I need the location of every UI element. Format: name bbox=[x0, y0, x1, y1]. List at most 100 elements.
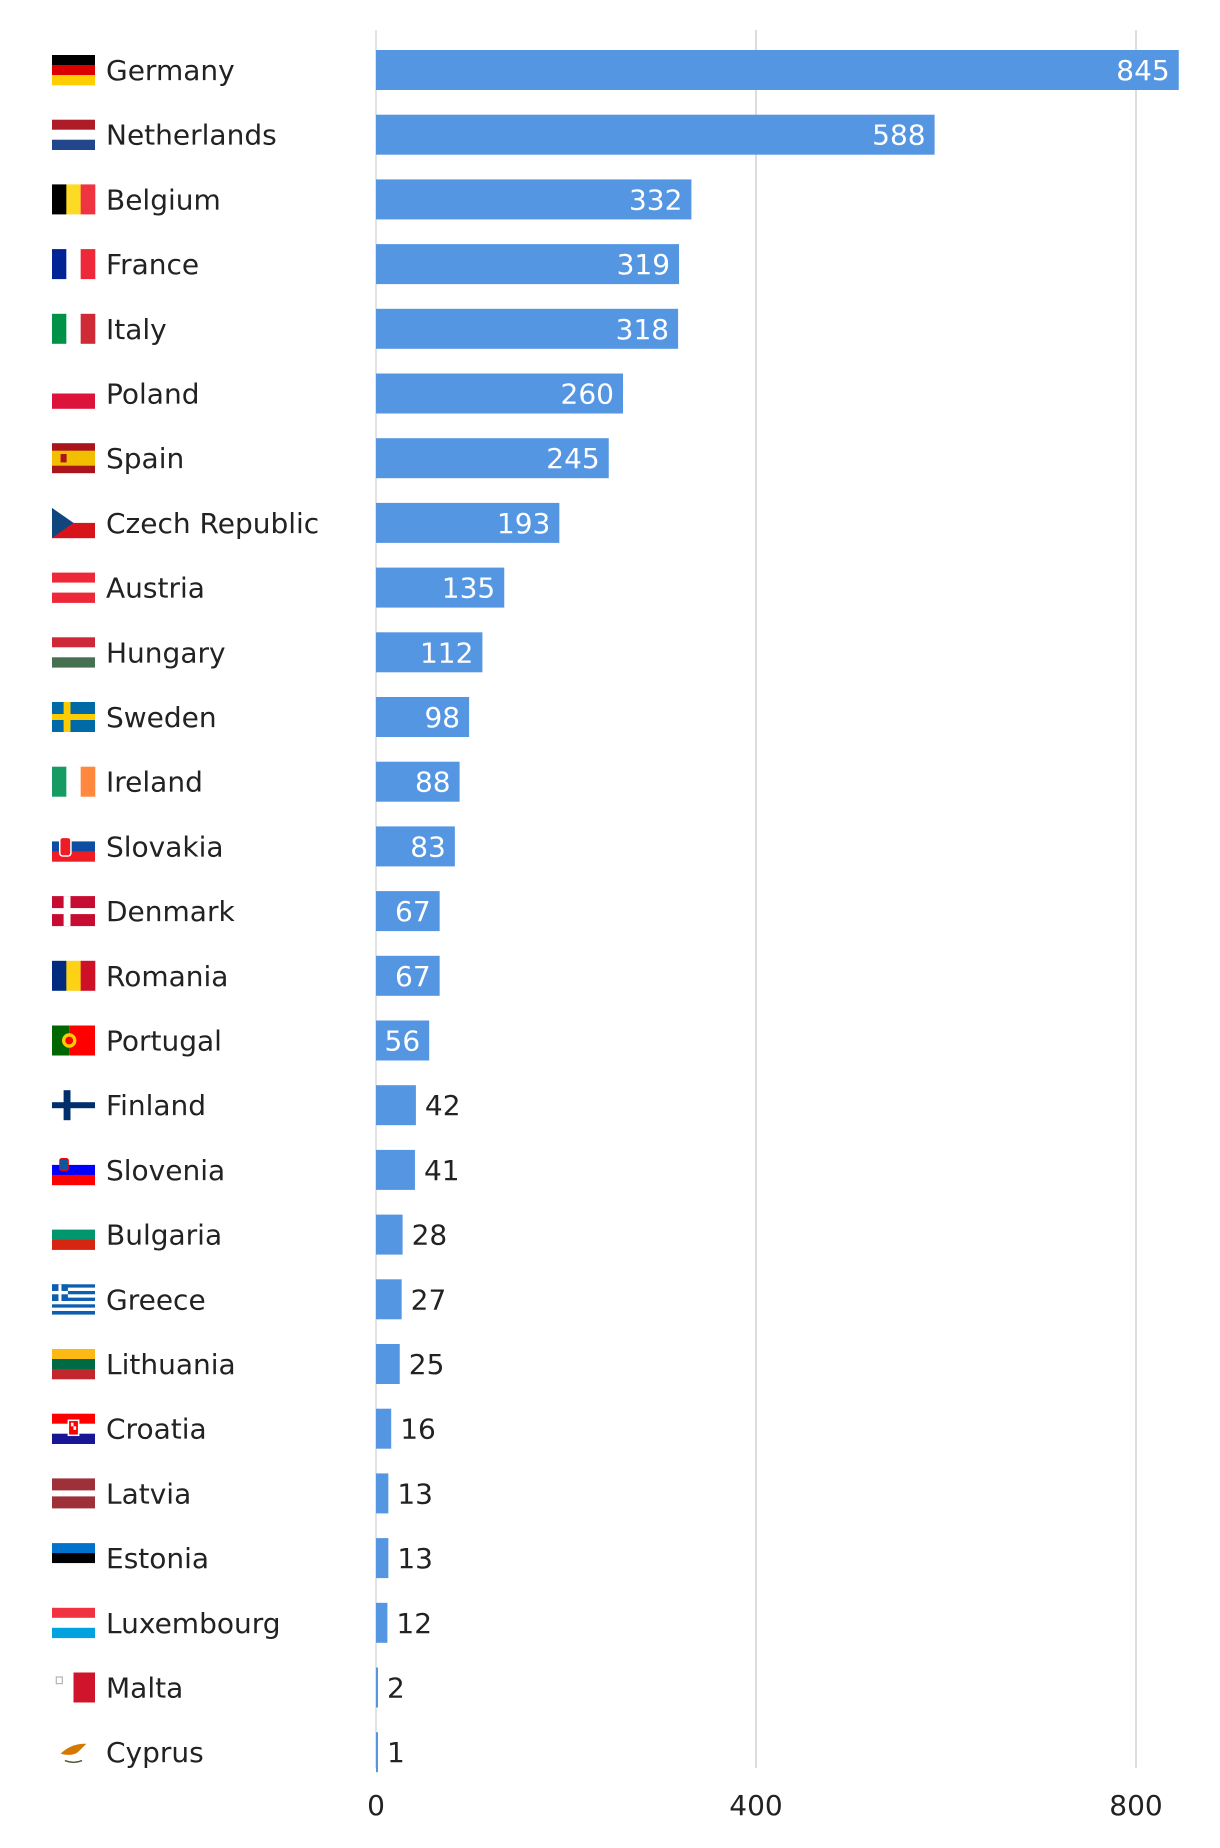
flag-malta-icon bbox=[52, 1672, 95, 1703]
flag-germany-icon bbox=[52, 55, 95, 86]
flag-netherlands-icon bbox=[52, 119, 95, 150]
bar bbox=[376, 1408, 392, 1449]
data-label: 319 bbox=[617, 248, 670, 281]
bar bbox=[376, 1020, 430, 1061]
category-label: Netherlands bbox=[106, 119, 277, 152]
category-label: Portugal bbox=[106, 1025, 222, 1058]
category-label: Denmark bbox=[106, 895, 235, 928]
bar bbox=[376, 891, 440, 932]
data-label: 42 bbox=[425, 1089, 461, 1122]
data-label: 1 bbox=[387, 1736, 405, 1769]
flag-portugal-icon bbox=[52, 1025, 95, 1056]
data-label: 25 bbox=[409, 1348, 445, 1381]
flag-czech-republic-icon bbox=[52, 507, 95, 539]
category-label: Italy bbox=[106, 313, 167, 346]
data-label: 13 bbox=[397, 1477, 433, 1510]
data-label: 28 bbox=[412, 1219, 448, 1252]
category-label: Czech Republic bbox=[106, 507, 319, 540]
data-label: 67 bbox=[395, 895, 431, 928]
category-label: Belgium bbox=[106, 183, 221, 216]
data-label: 260 bbox=[561, 378, 614, 411]
data-label: 41 bbox=[424, 1154, 460, 1187]
data-label: 112 bbox=[420, 636, 473, 669]
flag-austria-icon bbox=[52, 572, 95, 603]
data-label: 332 bbox=[629, 183, 682, 216]
category-label: Slovenia bbox=[106, 1154, 225, 1187]
flag-france-icon bbox=[52, 249, 96, 280]
data-label: 13 bbox=[397, 1542, 433, 1575]
bar bbox=[376, 632, 483, 673]
category-label: Greece bbox=[106, 1283, 206, 1316]
data-label: 12 bbox=[396, 1607, 432, 1640]
flag-spain-icon bbox=[52, 443, 95, 474]
flag-sweden-icon bbox=[52, 702, 95, 732]
category-label: Spain bbox=[106, 442, 184, 475]
category-label: Hungary bbox=[106, 636, 226, 669]
bar bbox=[376, 955, 440, 996]
flag-greece-icon bbox=[52, 1284, 95, 1315]
category-label: Finland bbox=[106, 1089, 206, 1122]
flag-cyprus-icon bbox=[52, 1737, 95, 1768]
bar bbox=[376, 1732, 378, 1773]
data-label: 135 bbox=[442, 572, 495, 605]
category-label: Estonia bbox=[106, 1542, 209, 1575]
data-label: 2 bbox=[387, 1672, 405, 1705]
data-label: 27 bbox=[411, 1283, 447, 1316]
flag-luxembourg-icon bbox=[52, 1607, 95, 1639]
bar bbox=[376, 1602, 388, 1643]
bar bbox=[376, 1149, 415, 1190]
category-label: Latvia bbox=[106, 1477, 191, 1510]
category-label: Malta bbox=[106, 1672, 183, 1705]
bar bbox=[376, 1279, 402, 1320]
flag-italy-icon bbox=[52, 313, 96, 344]
bar bbox=[376, 50, 1179, 90]
category-label: Romania bbox=[106, 960, 228, 993]
flag-croatia-icon bbox=[52, 1413, 95, 1444]
x-tick-label: 0 bbox=[367, 1789, 385, 1822]
x-tick-label: 800 bbox=[1109, 1789, 1162, 1822]
bar bbox=[376, 826, 455, 867]
bar bbox=[376, 308, 679, 349]
data-label: 588 bbox=[872, 119, 925, 152]
flag-romania-icon bbox=[52, 960, 96, 991]
flag-poland-icon bbox=[52, 378, 95, 409]
bar bbox=[376, 502, 560, 543]
bar bbox=[376, 1473, 389, 1514]
category-label: France bbox=[106, 248, 199, 281]
category-label: Ireland bbox=[106, 766, 203, 799]
bar bbox=[376, 761, 460, 802]
flag-finland-icon bbox=[52, 1090, 95, 1121]
flag-belgium-icon bbox=[52, 184, 96, 215]
bar bbox=[376, 1214, 403, 1255]
bar bbox=[376, 179, 692, 220]
bar bbox=[376, 567, 505, 608]
flag-ireland-icon bbox=[52, 766, 96, 797]
bar bbox=[376, 1085, 416, 1126]
bar bbox=[376, 438, 609, 479]
flag-estonia-icon bbox=[52, 1543, 95, 1574]
category-label: Germany bbox=[106, 54, 235, 87]
data-label: 318 bbox=[616, 313, 669, 346]
flag-slovenia-icon bbox=[52, 1154, 95, 1186]
category-label: Bulgaria bbox=[106, 1219, 222, 1252]
data-label: 88 bbox=[415, 766, 451, 799]
bar bbox=[376, 697, 470, 737]
data-label: 16 bbox=[400, 1413, 436, 1446]
x-tick-label: 400 bbox=[729, 1789, 782, 1822]
flag-denmark-icon bbox=[52, 896, 95, 927]
flag-lithuania-icon bbox=[52, 1349, 95, 1380]
flag-hungary-icon bbox=[52, 637, 95, 668]
flag-latvia-icon bbox=[52, 1478, 95, 1509]
category-label: Luxembourg bbox=[106, 1607, 281, 1640]
flag-bulgaria-icon bbox=[52, 1219, 95, 1250]
bar bbox=[376, 114, 935, 155]
data-label: 67 bbox=[395, 960, 431, 993]
bar bbox=[376, 1538, 389, 1579]
data-label: 98 bbox=[424, 701, 460, 734]
category-label: Poland bbox=[106, 378, 199, 411]
bar bbox=[376, 373, 623, 414]
bar bbox=[376, 1667, 378, 1708]
category-label: Austria bbox=[106, 572, 205, 605]
data-label: 193 bbox=[497, 507, 550, 540]
